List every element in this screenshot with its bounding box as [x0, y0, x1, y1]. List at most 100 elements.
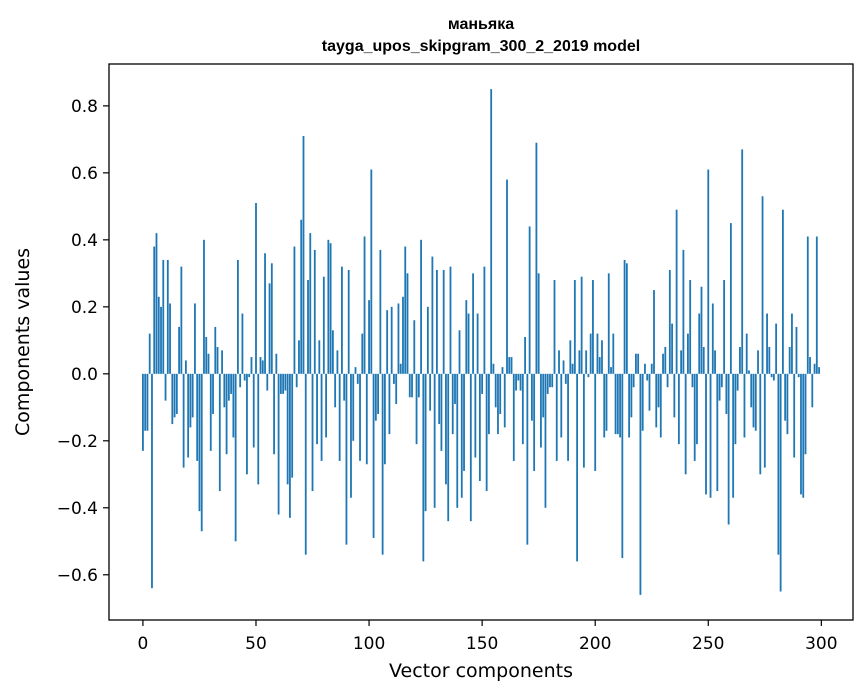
bar-287	[791, 313, 793, 374]
bar-198	[589, 333, 592, 374]
bar-162	[508, 357, 511, 374]
bar-89	[343, 373, 346, 401]
y-tick-label: 0.2	[71, 298, 98, 318]
x-axis-ticks: 0 50 100 150 200 250 300	[138, 620, 838, 654]
bar-67	[293, 246, 296, 374]
bar-195	[582, 373, 585, 468]
bar-10	[164, 373, 167, 401]
bar-185	[560, 373, 563, 438]
bar-76	[313, 249, 316, 374]
bar-116	[404, 246, 407, 374]
bar-180	[549, 373, 551, 388]
bar-15	[175, 373, 178, 415]
bar-209	[614, 373, 617, 435]
bar-60	[277, 373, 280, 515]
bar-197	[587, 373, 590, 378]
bar-290	[797, 373, 800, 378]
bar-16	[178, 326, 181, 374]
bar-265	[741, 149, 744, 374]
bar-239	[682, 249, 685, 374]
bar-111	[393, 373, 395, 384]
bar-24	[196, 373, 199, 461]
x-tick-label: 0	[138, 634, 149, 654]
bar-47	[248, 373, 251, 378]
bar-237	[677, 373, 680, 445]
x-axis-label: Vector components	[389, 660, 573, 682]
y-tick-label: 0.4	[71, 231, 98, 251]
y-tick-label: 0.0	[71, 365, 98, 385]
bar-133	[442, 269, 445, 374]
bar-297	[813, 363, 816, 374]
bar-42	[237, 259, 239, 374]
bar-242	[689, 280, 692, 374]
bar-295	[809, 357, 811, 374]
x-tick-label: 50	[245, 634, 267, 654]
bar-225	[650, 363, 653, 374]
bar-115	[402, 296, 404, 374]
bar-213	[623, 259, 626, 374]
bar-93	[352, 373, 355, 441]
x-tick-label: 200	[579, 634, 611, 654]
bar-109	[388, 373, 391, 435]
bar-257	[723, 280, 726, 374]
bar-158	[499, 373, 502, 415]
bar-61	[279, 373, 282, 394]
bar-264	[739, 347, 741, 374]
bar-50	[255, 203, 257, 374]
bar-86	[336, 350, 339, 374]
bar-254	[716, 373, 719, 492]
bar-85	[334, 373, 337, 408]
bar-84	[331, 330, 334, 374]
bar-140	[458, 330, 461, 374]
bar-3	[148, 333, 151, 374]
bar-63	[284, 373, 287, 391]
bar-151	[483, 266, 486, 374]
bar-130	[436, 269, 438, 374]
x-tick-label: 300	[805, 634, 837, 654]
bar-40	[232, 373, 235, 438]
bar-149	[478, 373, 481, 481]
bar-267	[745, 333, 748, 374]
bar-220	[639, 373, 642, 595]
chart-title: маньяка	[448, 16, 514, 33]
bar-124	[422, 373, 425, 562]
bar-69	[298, 340, 300, 374]
bars-group	[142, 89, 820, 595]
bar-238	[680, 350, 683, 374]
x-tick-label: 100	[353, 634, 385, 654]
bar-101	[370, 169, 373, 374]
bar-57	[270, 263, 273, 374]
bar-91	[347, 269, 350, 374]
bar-83	[329, 243, 332, 374]
bar-46	[246, 373, 248, 475]
bar-292	[802, 373, 805, 498]
bar-22	[191, 373, 194, 418]
bar-167	[519, 373, 522, 391]
bar-54	[264, 253, 266, 374]
bar-30	[209, 373, 212, 451]
bar-64	[286, 373, 289, 485]
bar-181	[551, 373, 554, 388]
bar-226	[653, 290, 655, 374]
bar-165	[515, 373, 517, 391]
bar-126	[426, 306, 429, 374]
bar-118	[408, 373, 411, 398]
bar-221	[641, 373, 644, 431]
bar-43	[239, 373, 242, 388]
bar-58	[273, 373, 275, 455]
bar-119	[411, 373, 413, 398]
bar-139	[456, 373, 459, 508]
bar-222	[644, 363, 646, 374]
bar-224	[648, 373, 651, 411]
bar-4	[151, 373, 153, 589]
bar-97	[361, 333, 364, 374]
bar-125	[424, 373, 427, 512]
bar-129	[433, 373, 436, 508]
bar-196	[585, 350, 588, 374]
bar-49	[252, 373, 255, 448]
bar-276	[766, 313, 768, 374]
bar-102	[372, 373, 375, 538]
bar-98	[363, 236, 366, 374]
bar-110	[390, 306, 393, 374]
bar-31	[212, 373, 214, 415]
